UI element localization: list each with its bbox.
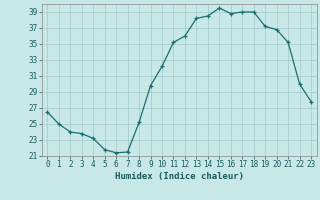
X-axis label: Humidex (Indice chaleur): Humidex (Indice chaleur)	[115, 172, 244, 181]
